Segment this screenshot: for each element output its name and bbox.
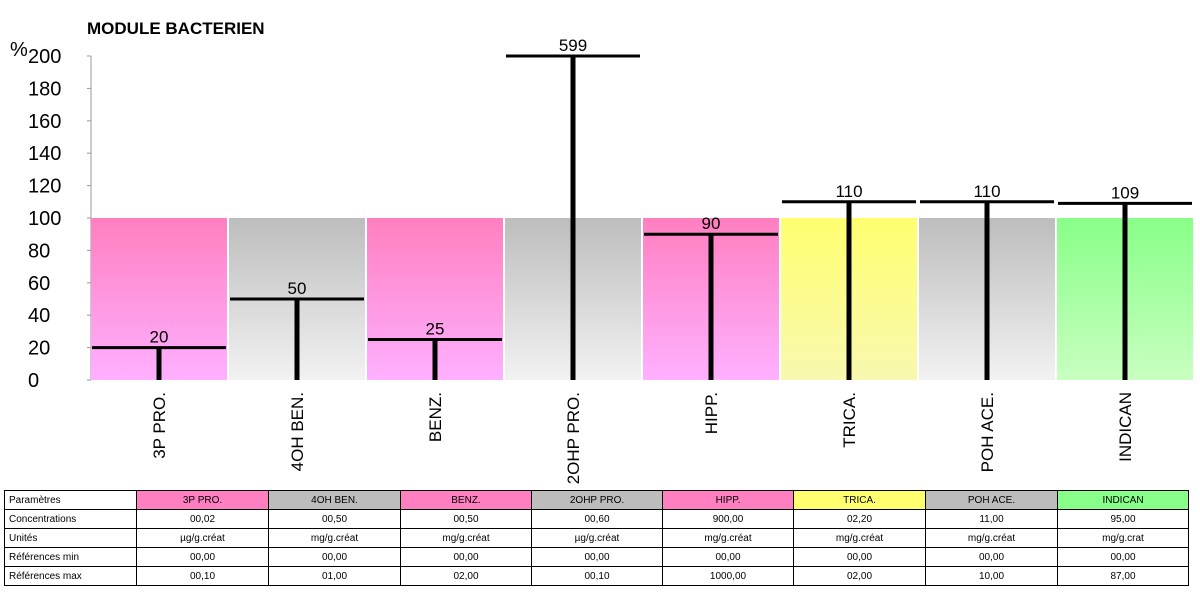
table-cell: mg/g.créat [400, 528, 532, 548]
value-label: 90 [702, 214, 721, 233]
table-cell: 00,00 [793, 547, 926, 567]
y-axis: 0 20 40 60 80 100 120 140 160 180 200 [28, 46, 92, 392]
row-label: Références min [4, 547, 137, 567]
table-cell: 00,00 [400, 547, 532, 567]
value-label: 109 [1111, 183, 1139, 202]
column-header: 3P PRO. [136, 490, 269, 510]
table-cell: 900,00 [662, 509, 794, 529]
y-tick-label: 60 [28, 273, 50, 295]
value-label: 25 [426, 320, 445, 339]
value-markers: 20 50 25 599 90 110 110 109 [92, 36, 1192, 380]
parameters-table: Paramètres 3P PRO. 4OH BEN. BENZ. 2OHP PRO. H… [4, 490, 1189, 586]
y-tick-label: 180 [28, 78, 61, 100]
category-label: INDICAN [1116, 392, 1135, 462]
bar-chart: MODULE BACTERIEN % 0 20 40 60 80 100 120 140 160… [10, 19, 1193, 484]
table-cell: mg/g.créat [268, 528, 401, 548]
y-tick-label: 0 [28, 370, 39, 392]
table-cell: 87,00 [1057, 566, 1189, 586]
table-cell: 00,10 [136, 566, 269, 586]
table-cell: 00,50 [268, 509, 401, 529]
table-cell: 00,50 [400, 509, 532, 529]
table-cell: µg/g.créat [136, 528, 269, 548]
category-label: 3P PRO. [150, 392, 169, 459]
value-label: 50 [288, 279, 307, 298]
table-cell: 1000,00 [662, 566, 794, 586]
category-label: HIPP. [702, 392, 721, 434]
table-cell: 00,00 [925, 547, 1058, 567]
y-tick-label: 160 [28, 111, 61, 133]
column-header: TRICA. [793, 490, 926, 510]
value-label: 599 [559, 36, 587, 55]
table-cell: 95,00 [1057, 509, 1189, 529]
category-label: 4OH BEN. [288, 392, 307, 471]
table-row: Références min 00,00 00,00 00,00 00,00 00,00 0… [4, 547, 1189, 567]
row-label: Références max [4, 566, 137, 586]
category-label: TRICA. [840, 392, 859, 448]
table-cell: 00,00 [531, 547, 663, 567]
table-cell: 02,00 [400, 566, 532, 586]
y-tick-label: 40 [28, 305, 50, 327]
column-header: HIPP. [662, 490, 794, 510]
row-label: Concentrations [4, 509, 137, 529]
table-cell: 11,00 [925, 509, 1058, 529]
column-header: 4OH BEN. [268, 490, 401, 510]
table-cell: 00,10 [531, 566, 663, 586]
y-tick-label: 200 [28, 46, 61, 68]
table-row: Références max 00,10 01,00 02,00 00,10 1000,0… [4, 566, 1189, 586]
table-cell: 01,00 [268, 566, 401, 586]
table-cell: 00,00 [1057, 547, 1189, 567]
table-cell: 00,00 [662, 547, 794, 567]
chart-title: MODULE BACTERIEN [87, 19, 265, 38]
y-tick-label: 140 [28, 143, 61, 165]
row-label: Unités [4, 528, 137, 548]
table-cell: 02,00 [793, 566, 926, 586]
table-cell: µg/g.créat [531, 528, 663, 548]
table-row: Unités µg/g.créat mg/g.créat mg/g.créat µg/g… [4, 528, 1189, 548]
table-cell: mg/g.créat [662, 528, 794, 548]
category-label: BENZ. [426, 392, 445, 442]
table-cell: 00,00 [136, 547, 269, 567]
column-header: INDICAN [1057, 490, 1189, 510]
table-cell: 00,00 [268, 547, 401, 567]
row-label: Paramètres [4, 490, 137, 510]
table-cell: mg/g.crat [1057, 528, 1189, 548]
value-label: 110 [835, 182, 862, 201]
table-row: Concentrations 00,02 00,50 00,50 00,60 900,00… [4, 509, 1189, 529]
y-tick-label: 80 [28, 240, 50, 262]
x-axis-labels: 3P PRO. 4OH BEN. BENZ. 2OHP PRO. HIPP. TRICA.… [150, 392, 1135, 484]
y-axis-label: % [10, 39, 28, 61]
table-cell: 00,60 [531, 509, 663, 529]
table-cell: mg/g.créat [793, 528, 926, 548]
y-tick-label: 100 [28, 208, 61, 230]
column-header: 2OHP PRO. [531, 490, 663, 510]
column-header: POH ACE. [925, 490, 1058, 510]
table-header-row: Paramètres 3P PRO. 4OH BEN. BENZ. 2OHP PRO. H… [4, 490, 1189, 510]
table-cell: 00,02 [136, 509, 269, 529]
category-label: 2OHP PRO. [564, 392, 583, 484]
y-tick-label: 120 [28, 176, 61, 198]
table-cell: 10,00 [925, 566, 1058, 586]
category-label: POH ACE. [978, 392, 997, 472]
y-tick-label: 20 [28, 338, 50, 360]
column-header: BENZ. [400, 490, 532, 510]
value-label: 20 [150, 328, 169, 347]
table-cell: mg/g.créat [925, 528, 1058, 548]
value-label: 110 [973, 182, 1000, 201]
table-cell: 02,20 [793, 509, 926, 529]
